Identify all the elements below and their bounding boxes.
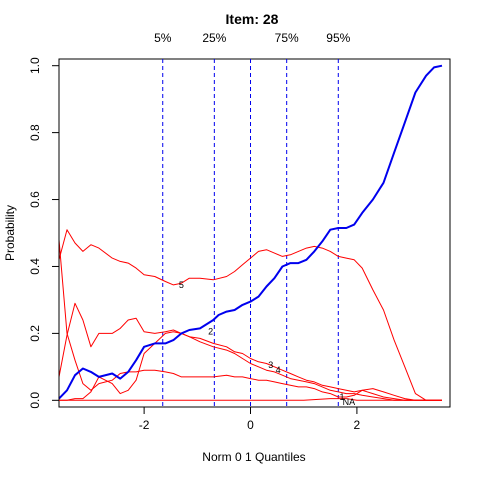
y-tick-label: 0.6 <box>28 191 42 208</box>
percentile-label: 5% <box>154 31 172 45</box>
y-tick-label: 1.0 <box>28 57 42 74</box>
curve-label: NA <box>343 397 356 407</box>
curve-labels: 5 2 3 1NA 4 <box>179 280 355 407</box>
curve-option-4 <box>58 64 443 400</box>
y-tick-label: 0.4 <box>28 258 42 275</box>
x-tick-label: 0 <box>247 418 254 432</box>
percentile-labels: 5% 25% 75% 95% <box>154 31 351 45</box>
x-tick-label: -2 <box>139 418 150 432</box>
response-curves <box>58 64 443 401</box>
y-axis: 0.0 0.2 0.4 0.6 0.8 1.0 <box>28 57 60 409</box>
y-tick-label: 0.2 <box>28 325 42 342</box>
curve-option-5 <box>58 229 442 401</box>
percentile-label: 75% <box>275 31 299 45</box>
y-axis-label: Probability <box>3 205 17 261</box>
percentile-label: 95% <box>326 31 350 45</box>
guide-lines <box>162 59 339 407</box>
curve-option-2 <box>58 302 442 401</box>
chart-title: Item: 28 <box>226 11 279 27</box>
curve-label: 2 <box>208 327 213 337</box>
y-tick-label: 0.0 <box>28 392 42 409</box>
y-tick-label: 0.8 <box>28 124 42 141</box>
percentile-label: 25% <box>202 31 226 45</box>
curve-label: 3 <box>268 360 273 370</box>
curve-option-3 <box>59 331 442 401</box>
curve-option-na <box>59 398 442 401</box>
curve-label: 5 <box>179 280 184 290</box>
curve-option-1 <box>58 239 442 401</box>
curve-label: 4 <box>276 365 281 375</box>
x-axis-label: Norm 0 1 Quantiles <box>202 450 305 464</box>
curve-label: 1 <box>340 392 345 402</box>
x-axis: -2 0 2 <box>139 406 361 432</box>
x-tick-label: 2 <box>354 418 361 432</box>
